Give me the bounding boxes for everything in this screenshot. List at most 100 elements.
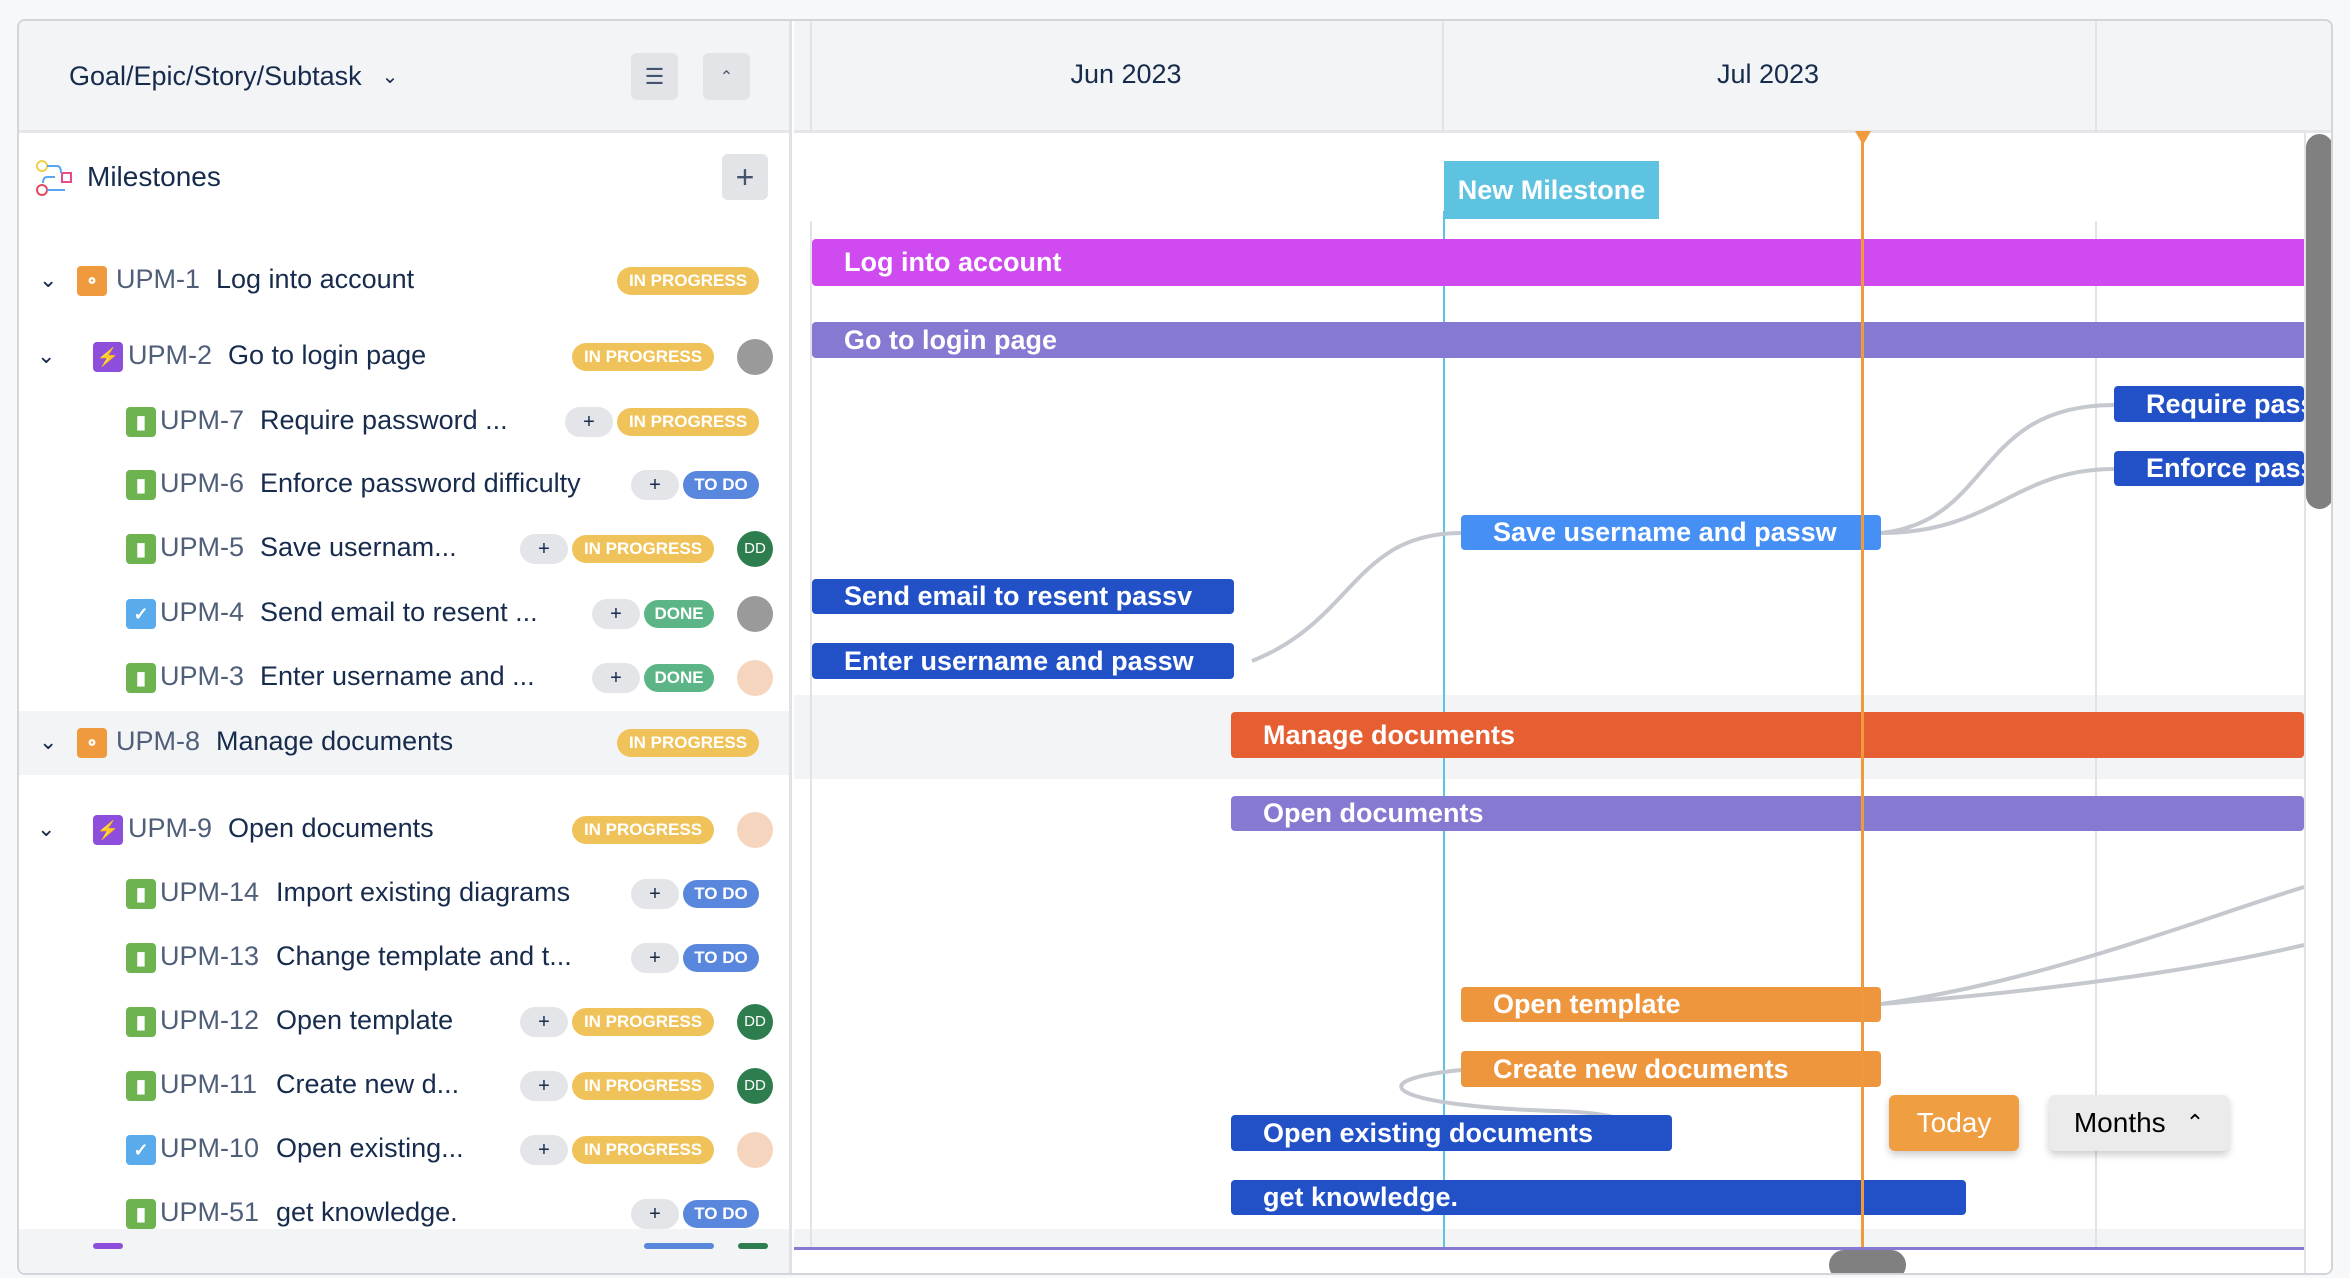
issue-title[interactable]: Open existing...: [276, 1133, 464, 1163]
status-badge[interactable]: TO DO: [683, 1200, 759, 1228]
issue-row[interactable]: ⌄ ⚬ UPM-1 Log into account IN PROGRESS: [19, 249, 789, 313]
add-child-button[interactable]: +: [592, 663, 640, 693]
status-badge[interactable]: DONE: [644, 664, 714, 692]
gantt-bar[interactable]: get knowledge.: [1231, 1180, 1966, 1215]
hierarchy-dropdown[interactable]: Goal/Epic/Story/Subtask ⌄: [69, 61, 398, 92]
gantt-bar[interactable]: Send email to resent passv: [812, 579, 1234, 614]
issue-key[interactable]: UPM-13: [160, 941, 260, 971]
issue-title[interactable]: Open documents: [228, 813, 434, 843]
add-child-button[interactable]: +: [520, 1135, 568, 1165]
issue-key[interactable]: UPM-6: [160, 468, 245, 498]
add-child-button[interactable]: +: [631, 943, 679, 973]
status-badge[interactable]: IN PROGRESS: [572, 535, 714, 563]
add-milestone-button[interactable]: +: [722, 154, 768, 200]
status-badge[interactable]: IN PROGRESS: [617, 267, 759, 295]
issue-title[interactable]: Enforce password difficulty: [260, 468, 581, 498]
issue-title[interactable]: Require password ...: [260, 405, 508, 435]
status-badge[interactable]: IN PROGRESS: [572, 343, 714, 371]
gantt-bar[interactable]: Manage documents: [1231, 712, 2304, 758]
issue-row[interactable]: ▮ UPM-6 Enforce password difficulty TO DO +: [19, 453, 789, 517]
avatar[interactable]: [737, 1132, 773, 1168]
issue-title[interactable]: Log into account: [216, 264, 415, 294]
issue-row[interactable]: ✓ UPM-10 Open existing... IN PROGRESS +: [19, 1118, 789, 1182]
status-badge[interactable]: IN PROGRESS: [572, 1136, 714, 1164]
add-child-button[interactable]: +: [520, 534, 568, 564]
issue-title[interactable]: get knowledge.: [276, 1197, 458, 1227]
vertical-scrollbar[interactable]: [2306, 134, 2331, 509]
issue-key[interactable]: UPM-7: [160, 405, 245, 435]
status-badge[interactable]: IN PROGRESS: [617, 408, 759, 436]
add-child-button[interactable]: +: [520, 1071, 568, 1101]
issue-title[interactable]: Enter username and ...: [260, 661, 535, 691]
avatar[interactable]: DD: [737, 531, 773, 567]
gantt-bar[interactable]: Save username and passw: [1461, 515, 1881, 550]
issue-row[interactable]: ▮ UPM-12 Open template IN PROGRESS + DD: [19, 990, 789, 1054]
avatar[interactable]: DD: [737, 1004, 773, 1040]
issue-row[interactable]: ⌄ ⚬ UPM-8 Manage documents IN PROGRESS: [19, 711, 789, 775]
avatar[interactable]: DD: [737, 1068, 773, 1104]
status-badge[interactable]: IN PROGRESS: [572, 1072, 714, 1100]
gantt-bar[interactable]: Create new documents: [1461, 1051, 1881, 1087]
status-badge[interactable]: IN PROGRESS: [617, 729, 759, 757]
chevron-down-icon[interactable]: ⌄: [39, 267, 58, 292]
gantt-bar[interactable]: Open template: [1461, 987, 1881, 1022]
issue-title[interactable]: Create new d...: [276, 1069, 460, 1099]
issue-title[interactable]: Manage documents: [216, 726, 454, 756]
issue-row[interactable]: ▮ UPM-13 Change template and t... TO DO +: [19, 926, 789, 990]
issue-row[interactable]: ▮ UPM-3 Enter username and ... DONE +: [19, 646, 789, 710]
issue-row[interactable]: ▮ UPM-51 get knowledge. TO DO +: [19, 1182, 789, 1246]
gantt-bar[interactable]: Enter username and passw: [812, 643, 1234, 679]
issue-title[interactable]: Send email to resent ...: [260, 597, 538, 627]
issue-row[interactable]: ▮ UPM-5 Save usernam... IN PROGRESS + DD: [19, 517, 789, 581]
today-button[interactable]: Today: [1889, 1095, 2019, 1151]
gantt-bar[interactable]: Log into account: [812, 239, 2322, 286]
issue-row[interactable]: ⌄ ⚡ UPM-9 Open documents IN PROGRESS: [19, 798, 789, 862]
status-badge[interactable]: IN PROGRESS: [572, 816, 714, 844]
add-child-button[interactable]: +: [565, 407, 613, 437]
issue-row[interactable]: ▮ UPM-11 Create new d... IN PROGRESS + DD: [19, 1054, 789, 1118]
add-child-button[interactable]: +: [631, 1199, 679, 1229]
collapse-all-button[interactable]: ⌃: [703, 53, 750, 100]
add-child-button[interactable]: +: [631, 470, 679, 500]
issue-key[interactable]: UPM-1: [116, 264, 201, 294]
issue-key[interactable]: UPM-3: [160, 661, 245, 691]
gantt-bar[interactable]: Go to login page: [812, 322, 2322, 358]
chevron-down-icon[interactable]: ⌄: [37, 816, 56, 841]
issue-row[interactable]: ▮ UPM-7 Require password ... IN PROGRESS +: [19, 390, 789, 454]
issue-key[interactable]: UPM-8: [116, 726, 201, 756]
add-child-button[interactable]: +: [631, 879, 679, 909]
milestone-new[interactable]: New Milestone: [1444, 161, 1659, 219]
gantt-bar[interactable]: Require pass: [2114, 386, 2304, 422]
gantt-bar[interactable]: Enforce pass: [2114, 451, 2304, 486]
chevron-down-icon[interactable]: ⌄: [39, 729, 58, 754]
issue-key[interactable]: UPM-4: [160, 597, 245, 627]
add-child-button[interactable]: +: [520, 1007, 568, 1037]
issue-title[interactable]: Open template: [276, 1005, 454, 1035]
avatar[interactable]: [737, 812, 773, 848]
issue-key[interactable]: UPM-5: [160, 532, 245, 562]
status-badge[interactable]: IN PROGRESS: [572, 1008, 714, 1036]
issue-row[interactable]: ⌄ ⚡ UPM-2 Go to login page IN PROGRESS: [19, 325, 789, 389]
issue-key[interactable]: UPM-51: [160, 1197, 260, 1227]
avatar[interactable]: [737, 339, 773, 375]
add-child-button[interactable]: +: [592, 599, 640, 629]
scale-dropdown[interactable]: Months ⌃: [2049, 1095, 2229, 1151]
issue-title[interactable]: Save usernam...: [260, 532, 457, 562]
issue-key[interactable]: UPM-12: [160, 1005, 260, 1035]
issue-key[interactable]: UPM-9: [128, 813, 213, 843]
avatar[interactable]: [737, 660, 773, 696]
issue-row[interactable]: ▮ UPM-14 Import existing diagrams TO DO +: [19, 862, 789, 926]
issue-title[interactable]: Change template and t...: [276, 941, 572, 971]
gantt-bar[interactable]: Open existing documents: [1231, 1115, 1672, 1151]
gantt-bar[interactable]: Open documents: [1231, 796, 2304, 831]
status-badge[interactable]: TO DO: [683, 471, 759, 499]
avatar[interactable]: [737, 596, 773, 632]
status-badge[interactable]: TO DO: [683, 944, 759, 972]
status-badge[interactable]: DONE: [644, 600, 714, 628]
issue-key[interactable]: UPM-10: [160, 1133, 260, 1163]
horizontal-scrollbar[interactable]: [1829, 1250, 1906, 1273]
issue-key[interactable]: UPM-2: [128, 340, 213, 370]
chevron-down-icon[interactable]: ⌄: [37, 343, 56, 368]
issue-row[interactable]: ✓ UPM-4 Send email to resent ... DONE +: [19, 582, 789, 646]
issue-title[interactable]: Import existing diagrams: [276, 877, 571, 907]
